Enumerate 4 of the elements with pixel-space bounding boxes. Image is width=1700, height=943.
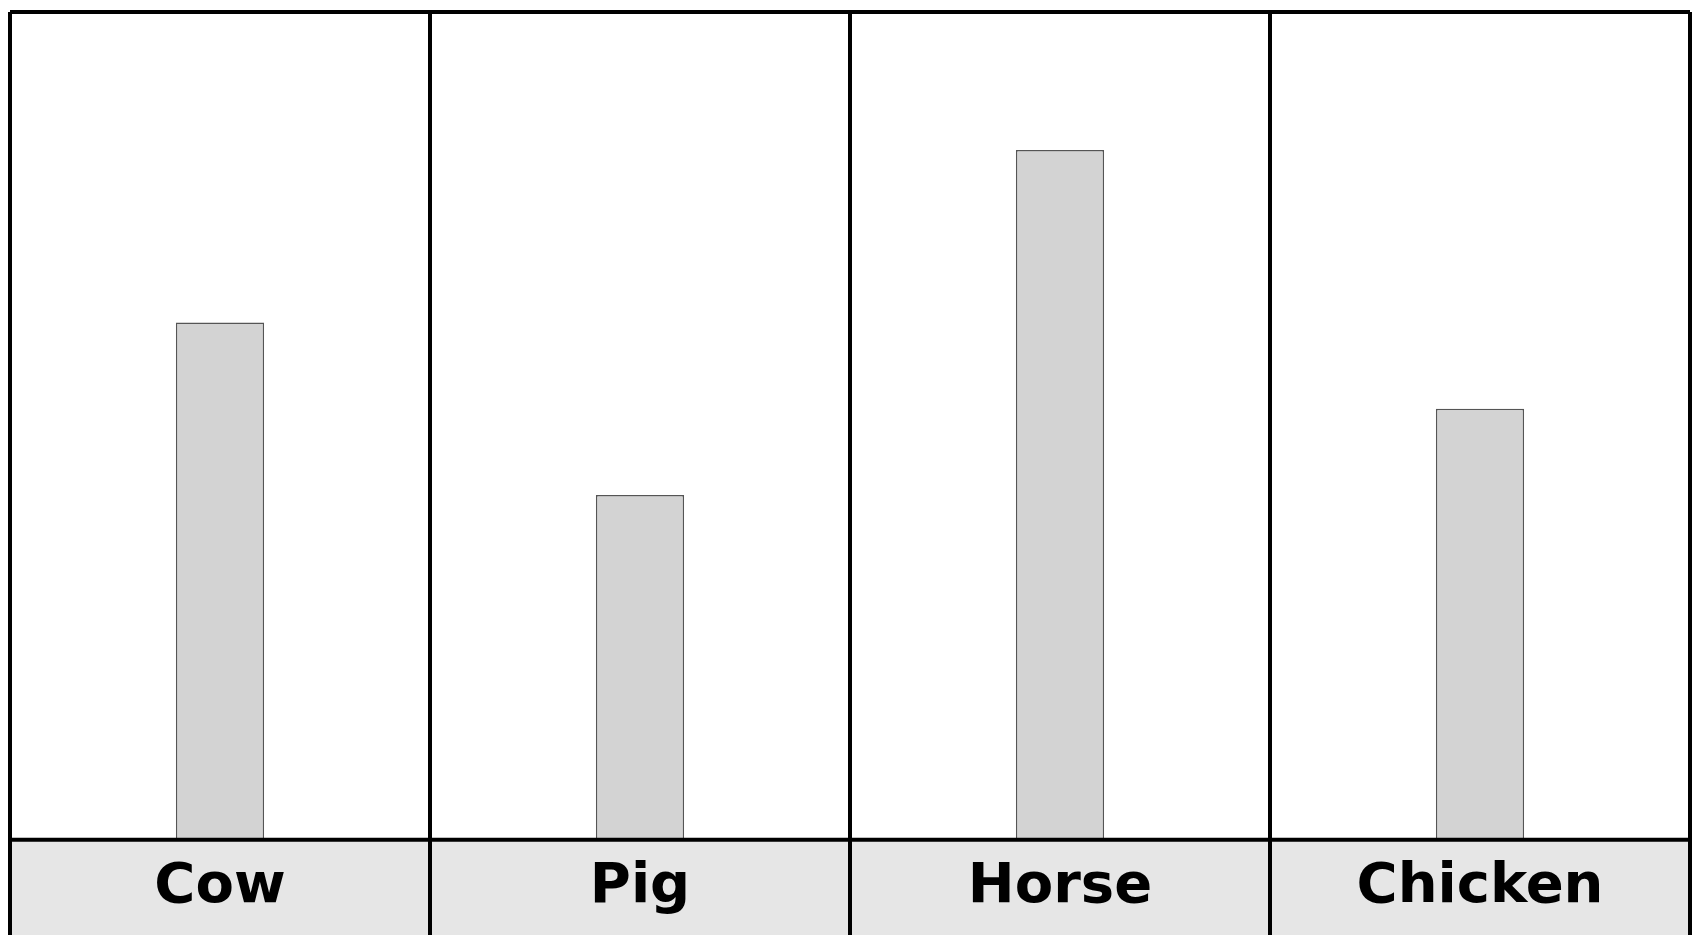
x-tick-label: Horse	[967, 849, 1153, 915]
x-tick-label: Pig	[589, 849, 691, 915]
x-tick-label: Chicken	[1356, 849, 1604, 915]
x-tick-label: Cow	[154, 849, 286, 915]
